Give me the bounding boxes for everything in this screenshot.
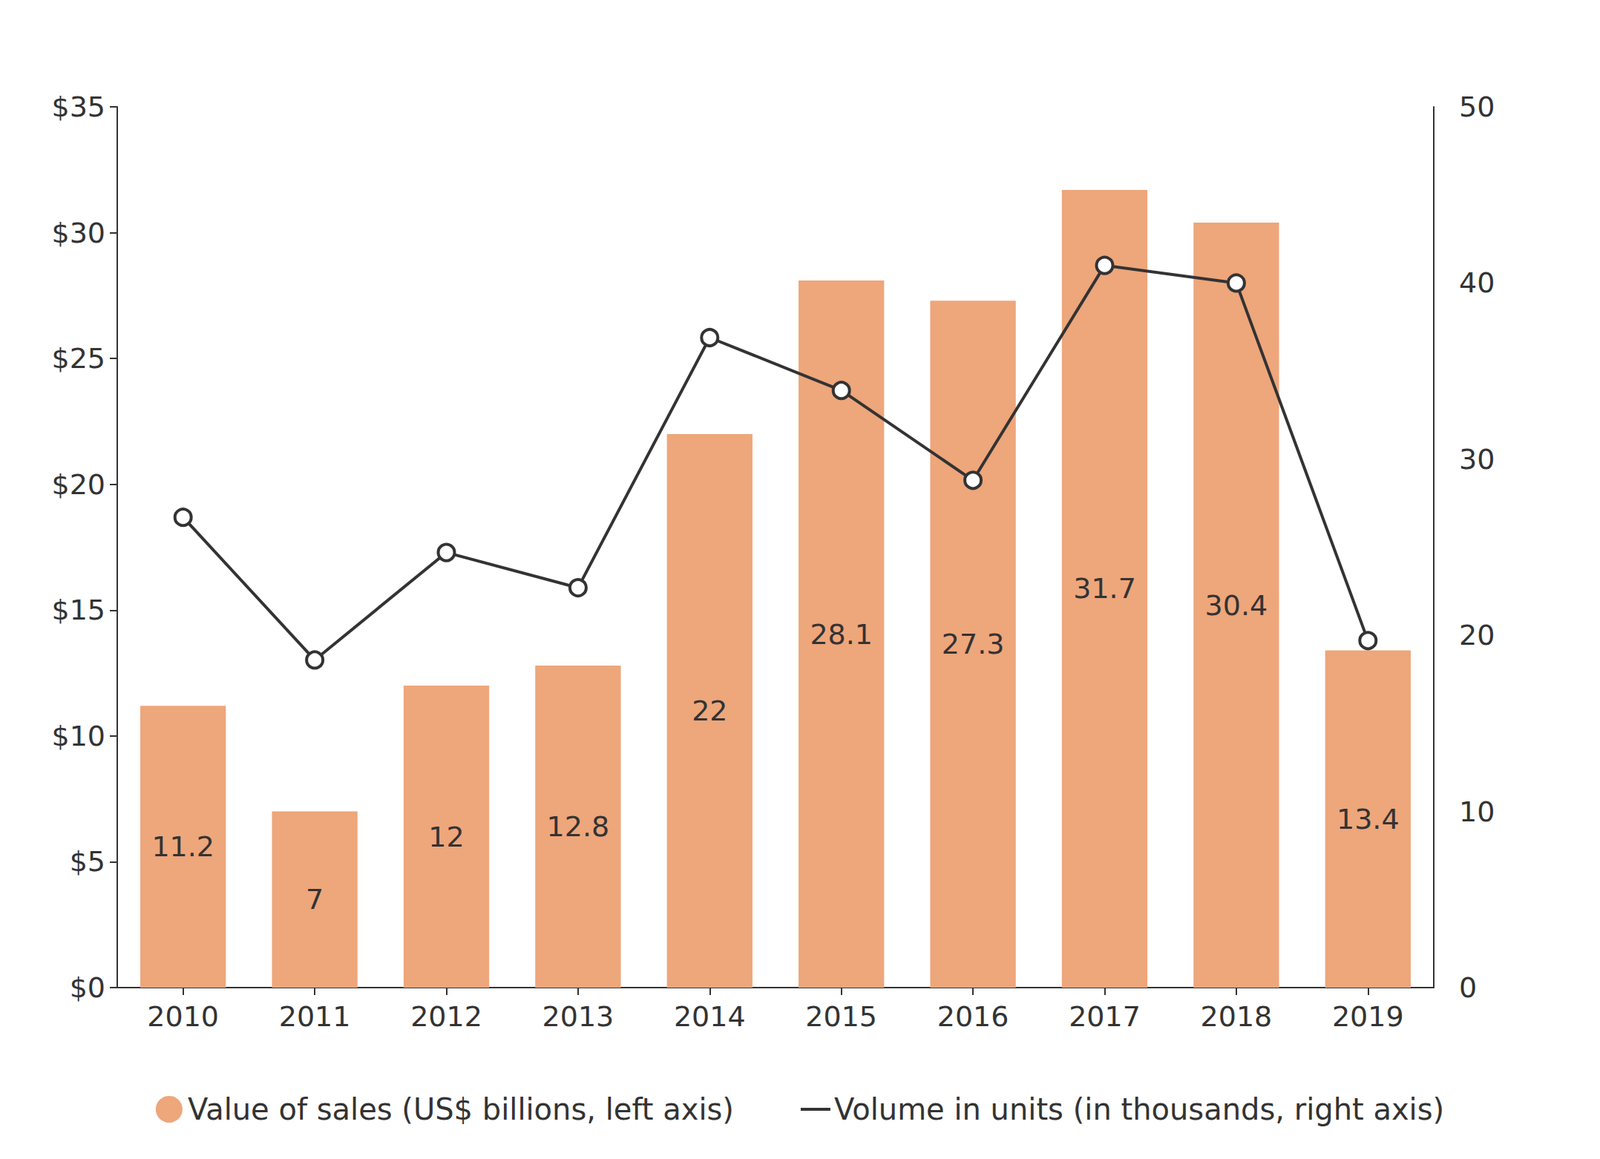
svg-text:2016: 2016 bbox=[937, 1000, 1010, 1034]
svg-text:0: 0 bbox=[1458, 971, 1477, 1005]
svg-text:2012: 2012 bbox=[410, 1000, 483, 1034]
svg-text:7: 7 bbox=[305, 883, 324, 916]
svg-text:10: 10 bbox=[1458, 795, 1495, 829]
svg-text:2017: 2017 bbox=[1068, 1000, 1141, 1034]
svg-text:22: 22 bbox=[691, 694, 728, 728]
svg-text:20: 20 bbox=[1458, 618, 1495, 652]
svg-text:27.3: 27.3 bbox=[941, 627, 1005, 661]
svg-text:28.1: 28.1 bbox=[809, 618, 873, 651]
svg-text:12: 12 bbox=[428, 820, 464, 854]
svg-text:$30: $30 bbox=[51, 216, 106, 250]
svg-text:2011: 2011 bbox=[279, 1000, 352, 1034]
svg-text:2015: 2015 bbox=[805, 1000, 878, 1034]
svg-text:Volume in units (in thousands,: Volume in units (in thousands, right axi… bbox=[834, 1092, 1445, 1127]
svg-text:$20: $20 bbox=[51, 468, 106, 501]
svg-text:2018: 2018 bbox=[1200, 1000, 1273, 1034]
svg-text:$5: $5 bbox=[69, 845, 106, 878]
svg-text:2010: 2010 bbox=[146, 1000, 219, 1034]
svg-text:11.2: 11.2 bbox=[151, 830, 215, 864]
svg-text:2013: 2013 bbox=[542, 1000, 615, 1034]
svg-text:$25: $25 bbox=[51, 342, 106, 375]
svg-text:2014: 2014 bbox=[673, 1000, 746, 1034]
svg-text:40: 40 bbox=[1458, 266, 1495, 300]
svg-text:2019: 2019 bbox=[1332, 1000, 1405, 1034]
svg-text:31.7: 31.7 bbox=[1073, 572, 1137, 605]
svg-text:$35: $35 bbox=[51, 90, 106, 124]
svg-text:50: 50 bbox=[1458, 90, 1495, 124]
svg-text:30.4: 30.4 bbox=[1205, 589, 1269, 622]
svg-text:12.8: 12.8 bbox=[546, 810, 611, 844]
svg-text:$0: $0 bbox=[69, 971, 106, 1005]
svg-text:$15: $15 bbox=[51, 593, 106, 627]
svg-text:Value of sales (US$ billions,: Value of sales (US$ billions, left axis) bbox=[187, 1092, 734, 1127]
svg-text:30: 30 bbox=[1458, 443, 1495, 476]
svg-text:13.4: 13.4 bbox=[1336, 802, 1400, 836]
svg-text:$10: $10 bbox=[51, 719, 106, 753]
